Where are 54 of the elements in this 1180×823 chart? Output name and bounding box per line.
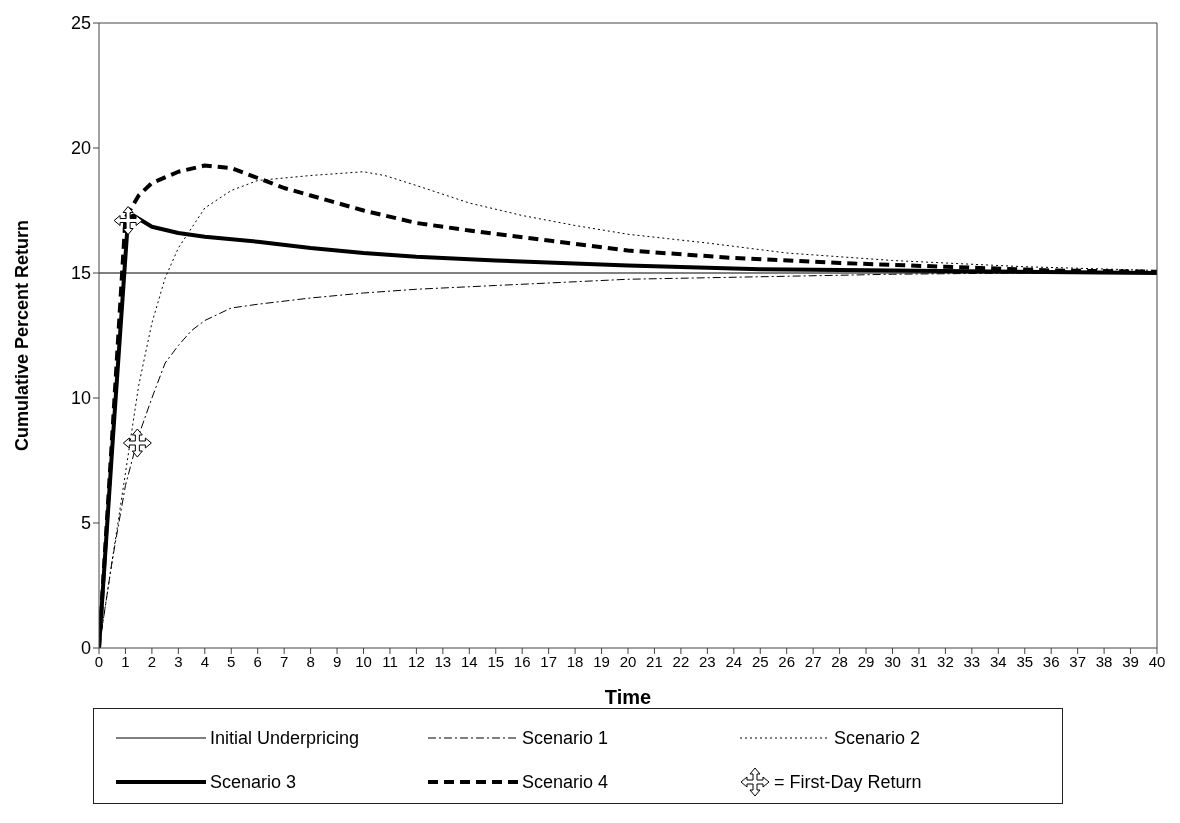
legend-label: Initial Underpricing xyxy=(210,727,360,749)
legend-label: Scenario 2 xyxy=(834,727,921,749)
x-tick-label: 22 xyxy=(672,652,690,670)
x-tick-label: 3 xyxy=(174,652,183,670)
x-tick-label: 37 xyxy=(1069,652,1086,670)
x-tick-label: 11 xyxy=(382,652,398,670)
x-tick-label: 15 xyxy=(487,652,505,670)
y-tick-label: 10 xyxy=(70,388,91,409)
x-tick-label: 39 xyxy=(1122,652,1139,670)
y-tick-label: 15 xyxy=(70,263,91,284)
x-tick-label: 5 xyxy=(227,652,236,670)
x-tick-label: 12 xyxy=(408,652,425,670)
x-tick-label: 17 xyxy=(540,652,557,670)
legend-label: = First-Day Return xyxy=(774,771,922,793)
x-tick-label: 33 xyxy=(963,652,981,670)
x-tick-label: 27 xyxy=(804,652,822,670)
x-axis-title: Time xyxy=(604,686,652,708)
x-tick-label: 24 xyxy=(725,652,743,670)
y-axis-title: Cumulative Percent Return xyxy=(12,219,33,452)
y-tick-label: 20 xyxy=(70,138,91,159)
x-tick-label: 6 xyxy=(253,652,262,670)
x-tick-label: 19 xyxy=(593,652,610,670)
legend-label: Scenario 4 xyxy=(522,771,609,793)
x-tick-label: 16 xyxy=(513,652,531,670)
x-tick-label: 23 xyxy=(699,652,716,670)
y-tick-label: 25 xyxy=(70,13,91,34)
x-tick-label: 29 xyxy=(857,652,875,670)
x-tick-label: 40 xyxy=(1148,652,1166,670)
x-tick-label: 36 xyxy=(1042,652,1060,670)
legend-label: Scenario 1 xyxy=(522,727,609,749)
x-tick-label: 2 xyxy=(147,652,157,670)
x-tick-label: 13 xyxy=(434,652,452,670)
x-tick-label: 0 xyxy=(94,652,104,670)
legend-label: Scenario 3 xyxy=(210,771,297,793)
x-tick-label: 34 xyxy=(989,652,1007,670)
x-tick-label: 8 xyxy=(306,652,315,670)
x-tick-label: 30 xyxy=(884,652,901,670)
y-tick-label: 5 xyxy=(80,513,91,534)
x-tick-label: 1 xyxy=(121,652,130,670)
x-tick-label: 20 xyxy=(619,652,637,670)
x-tick-label: 7 xyxy=(279,652,289,670)
x-tick-label: 31 xyxy=(910,652,928,670)
x-tick-label: 38 xyxy=(1095,652,1113,670)
x-tick-label: 4 xyxy=(200,652,209,670)
x-tick-label: 18 xyxy=(566,652,584,670)
x-tick-label: 14 xyxy=(460,652,478,670)
x-tick-label: 9 xyxy=(332,652,342,670)
x-tick-label: 26 xyxy=(778,652,796,670)
x-tick-label: 32 xyxy=(937,652,954,670)
x-tick-label: 21 xyxy=(646,652,663,670)
x-tick-label: 10 xyxy=(355,652,372,670)
x-tick-label: 28 xyxy=(831,652,848,670)
x-tick-label: 35 xyxy=(1016,652,1034,670)
x-tick-label: 25 xyxy=(751,652,769,670)
